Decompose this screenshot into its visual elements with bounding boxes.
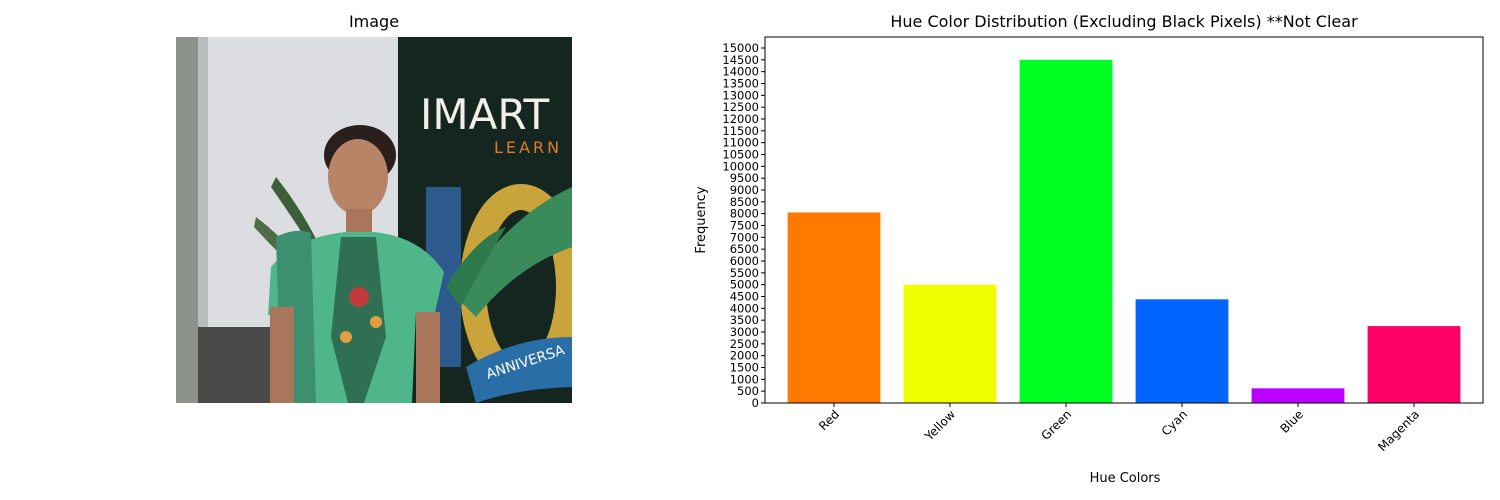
bar-blue [1251, 388, 1345, 403]
image-panel-title: Image [348, 12, 400, 31]
chart-title: Hue Color Distribution (Excluding Black … [890, 12, 1358, 31]
y-tick-label: 2000 [730, 349, 759, 363]
y-tick-label: 13500 [722, 77, 759, 91]
y-tick-label: 12000 [722, 112, 759, 126]
x-tick-label: Green [1039, 407, 1075, 443]
plot-frame [764, 36, 1484, 404]
y-tick-label: 4500 [730, 290, 759, 304]
y-tick-label: 4000 [730, 301, 759, 315]
photo-banner-text: IMART [420, 90, 549, 139]
y-tick-label: 14500 [722, 53, 759, 67]
y-tick-label: 10000 [722, 159, 759, 173]
x-tick-label: Cyan [1159, 407, 1190, 438]
y-tick-label: 9500 [730, 171, 759, 185]
photo-banner-subtext: LEARN [494, 138, 562, 157]
y-tick-label: 9000 [730, 183, 759, 197]
y-tick-label: 13000 [722, 88, 759, 102]
y-axis-label: Frequency [694, 186, 709, 253]
y-tick-label: 0 [752, 396, 759, 410]
y-tick-label: 2500 [730, 337, 759, 351]
y-tick-label: 5000 [730, 278, 759, 292]
y-tick-label: 8000 [730, 207, 759, 221]
bar-green [1019, 59, 1113, 403]
y-tick-label: 1500 [730, 361, 759, 375]
y-tick-label: 7500 [730, 219, 759, 233]
y-tick-label: 8500 [730, 195, 759, 209]
y-tick-label: 15000 [722, 41, 759, 55]
x-tick-label: Red [816, 407, 842, 433]
x-axis-label: Hue Colors [1090, 471, 1161, 486]
x-tick-label: Blue [1277, 407, 1306, 436]
y-tick-label: 6500 [730, 242, 759, 256]
photo-illustration: IMART LEARN ANNIVERSA [176, 37, 572, 403]
y-tick-label: 5500 [730, 266, 759, 280]
y-tick-label: 3000 [730, 325, 759, 339]
x-tick-label: Magenta [1375, 407, 1422, 454]
y-tick-label: 10500 [722, 148, 759, 162]
bar-magenta [1367, 326, 1461, 403]
y-tick-label: 6000 [730, 254, 759, 268]
x-tick-label: Yellow [921, 407, 958, 444]
y-tick-label: 1000 [730, 372, 759, 386]
y-tick-label: 11500 [722, 124, 759, 138]
y-tick-label: 12500 [722, 100, 759, 114]
bar-yellow [903, 284, 997, 403]
bar-red [787, 212, 881, 403]
y-tick-label: 7000 [730, 230, 759, 244]
y-tick-label: 11000 [722, 136, 759, 150]
y-tick-label: 500 [737, 384, 759, 398]
bar-cyan [1135, 299, 1229, 403]
y-tick-label: 3500 [730, 313, 759, 327]
y-tick-label: 14000 [722, 65, 759, 79]
photo: IMART LEARN ANNIVERSA [176, 37, 572, 403]
